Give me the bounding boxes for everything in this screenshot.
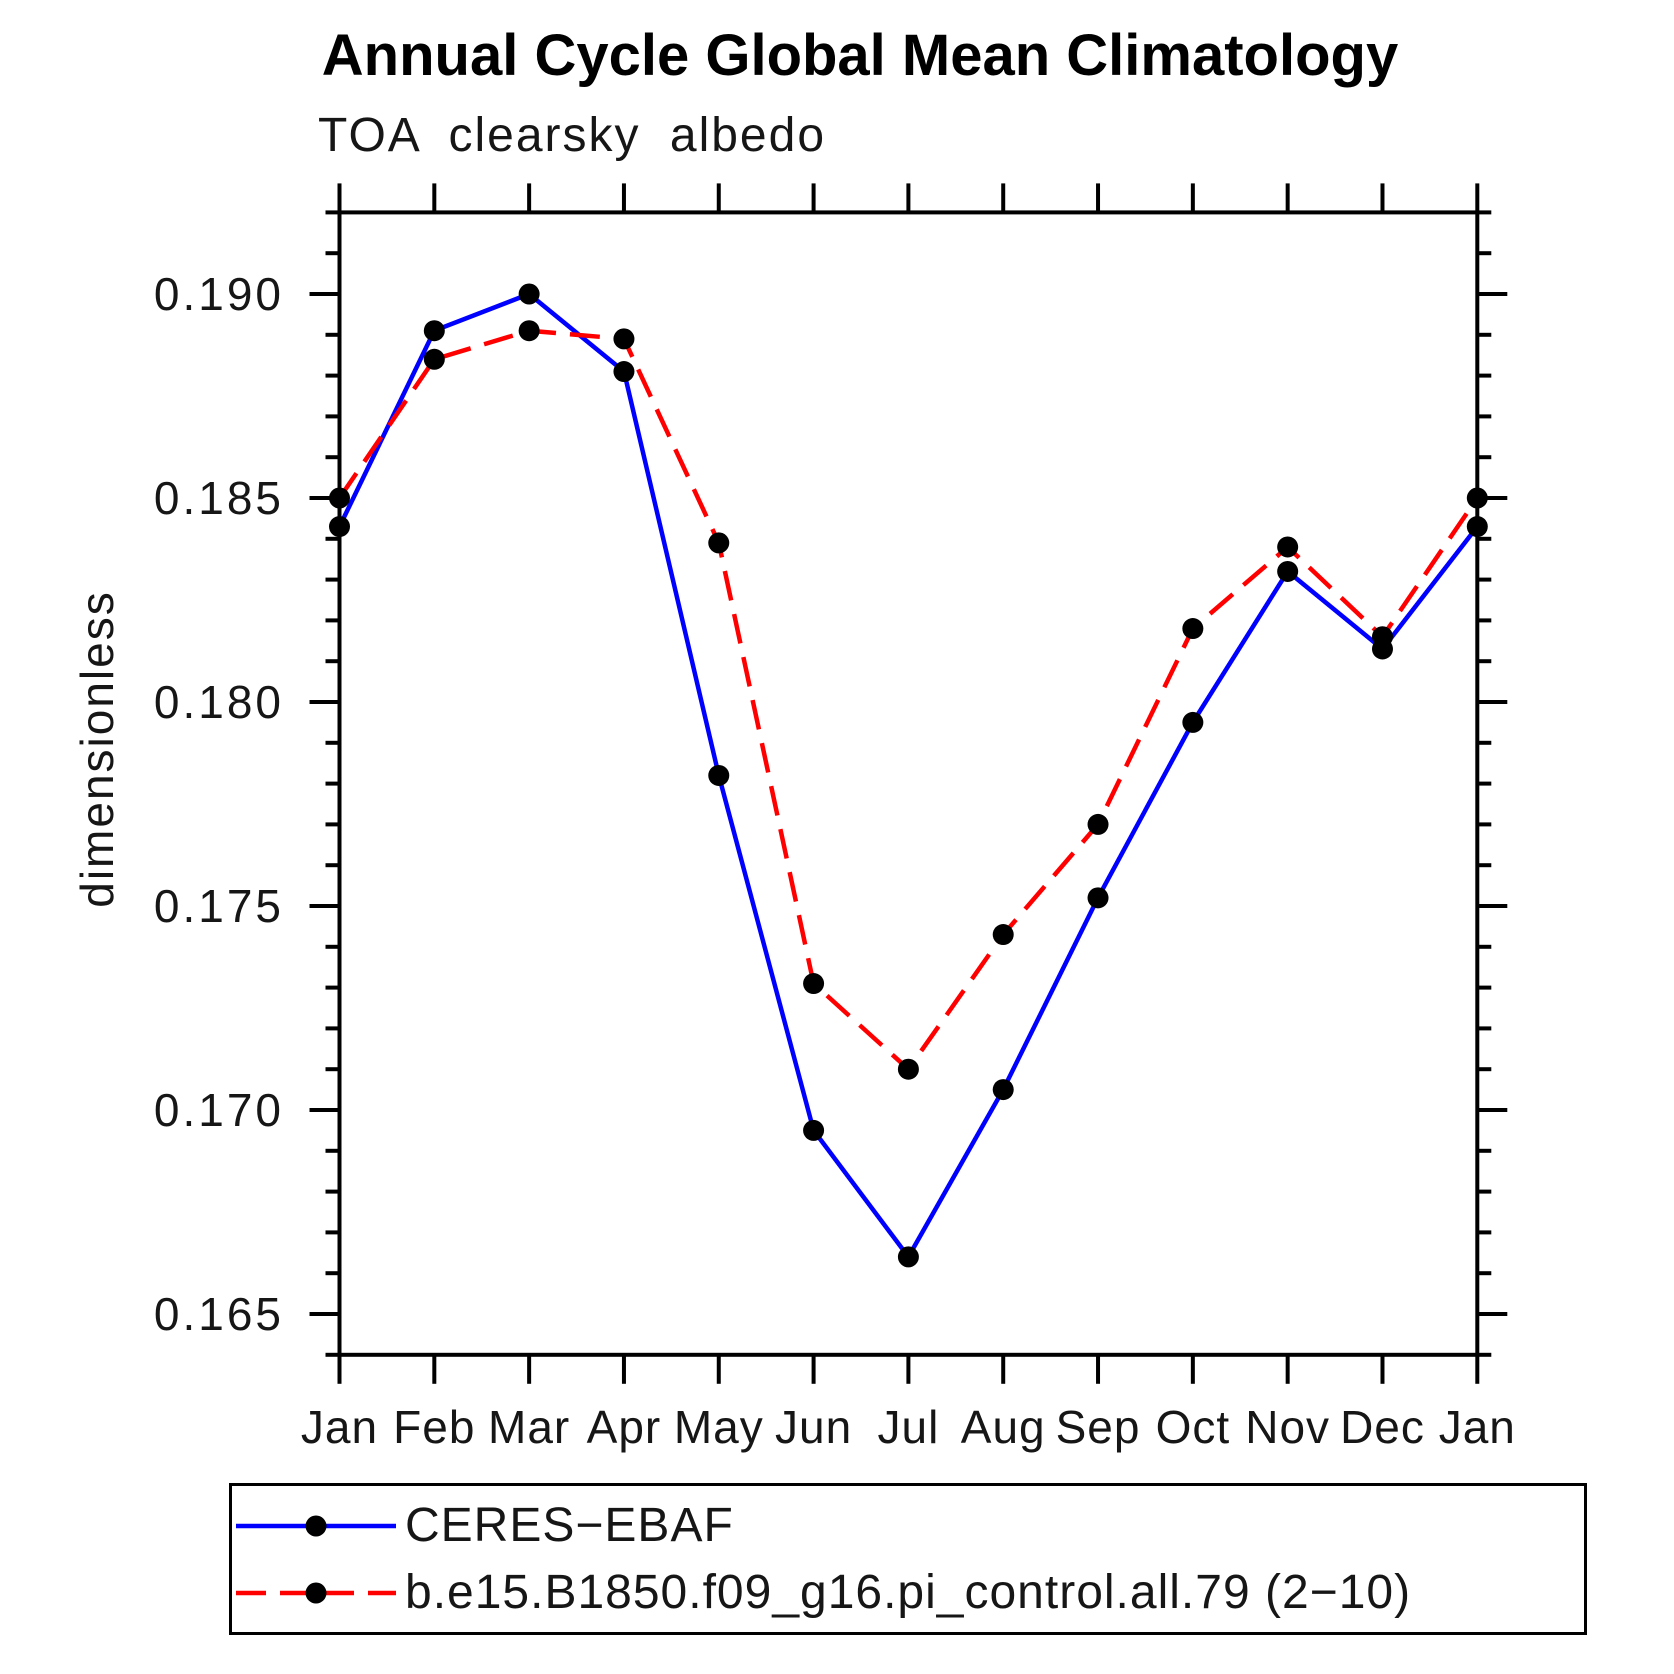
series-line-1 [337, 328, 1480, 1073]
x-tick-label: Nov [1245, 1401, 1330, 1453]
y-tick-label: 0.185 [154, 472, 284, 524]
x-tick-label: Dec [1340, 1401, 1425, 1453]
legend-sample-marker-1 [305, 1582, 327, 1604]
x-tick-labels: Jan Feb Mar Apr May Jun Jul Aug Sep Oct Nov Dec Jan [301, 1401, 1516, 1453]
y-tick-label: 0.180 [154, 676, 284, 728]
y-tick-label: 0.165 [154, 1288, 284, 1340]
x-tick-label: Feb [393, 1401, 475, 1453]
x-tick-label: Jun [775, 1401, 852, 1453]
data-point-marker [423, 348, 445, 370]
data-point-marker [1277, 536, 1299, 558]
chart-title: Annual Cycle Global Mean Climatology [321, 23, 1399, 88]
legend-label-ceres-ebaf: CERES−EBAF [405, 1499, 734, 1552]
x-tick-label: Jan [301, 1401, 378, 1453]
chart-subtitle: TOA clearsky albedo [318, 109, 827, 162]
x-tick-label: Jan [1439, 1401, 1516, 1453]
data-point-marker [1182, 618, 1204, 640]
data-point-marker [803, 973, 825, 995]
data-point-marker [518, 320, 540, 342]
x-tick-label: Sep [1056, 1401, 1141, 1453]
data-point-marker [897, 1246, 919, 1268]
data-markers [329, 283, 1488, 1268]
x-tick-label: Aug [961, 1401, 1046, 1453]
x-tick-label: Jul [877, 1401, 939, 1453]
y-tick-label: 0.170 [154, 1084, 284, 1136]
legend-sample-marker-0 [305, 1515, 327, 1537]
data-point-marker [992, 924, 1014, 946]
legend-samples [236, 1515, 396, 1604]
legend-label-model-run: b.e15.B1850.f09_g16.pi_control.all.79 (2… [405, 1566, 1412, 1619]
data-point-marker [1466, 516, 1488, 538]
data-point-marker [329, 487, 350, 509]
data-point-marker [803, 1119, 825, 1141]
y-tick-label: 0.190 [154, 268, 284, 320]
data-point-marker [1371, 626, 1393, 648]
data-point-marker [992, 1079, 1014, 1101]
x-tick-label: May [674, 1401, 764, 1453]
data-point-marker [897, 1058, 919, 1080]
data-point-marker [708, 764, 730, 786]
axis-frame [337, 210, 1480, 1357]
data-point-marker [423, 320, 445, 342]
data-point-marker [708, 532, 730, 554]
data-point-marker [613, 361, 635, 383]
x-ticks [337, 183, 1480, 1384]
data-point-marker [1466, 487, 1488, 509]
data-point-marker [1182, 711, 1204, 733]
y-tick-labels: 0.165 0.170 0.175 0.180 0.185 0.190 [154, 268, 284, 1340]
data-point-marker [518, 283, 540, 305]
series-line-0 [337, 291, 1480, 1262]
y-tick-label: 0.175 [154, 880, 284, 932]
x-tick-label: Apr [587, 1401, 662, 1453]
data-point-marker [1087, 887, 1109, 909]
x-tick-label: Mar [488, 1401, 570, 1453]
data-point-marker [1087, 813, 1109, 835]
data-point-marker [329, 516, 350, 538]
x-tick-label: Oct [1156, 1401, 1231, 1453]
y-ticks [309, 210, 1508, 1357]
data-point-marker [613, 328, 635, 350]
data-point-marker [1277, 560, 1299, 582]
legend: CERES−EBAF b.e15.B1850.f09_g16.pi_contro… [229, 1483, 1587, 1635]
